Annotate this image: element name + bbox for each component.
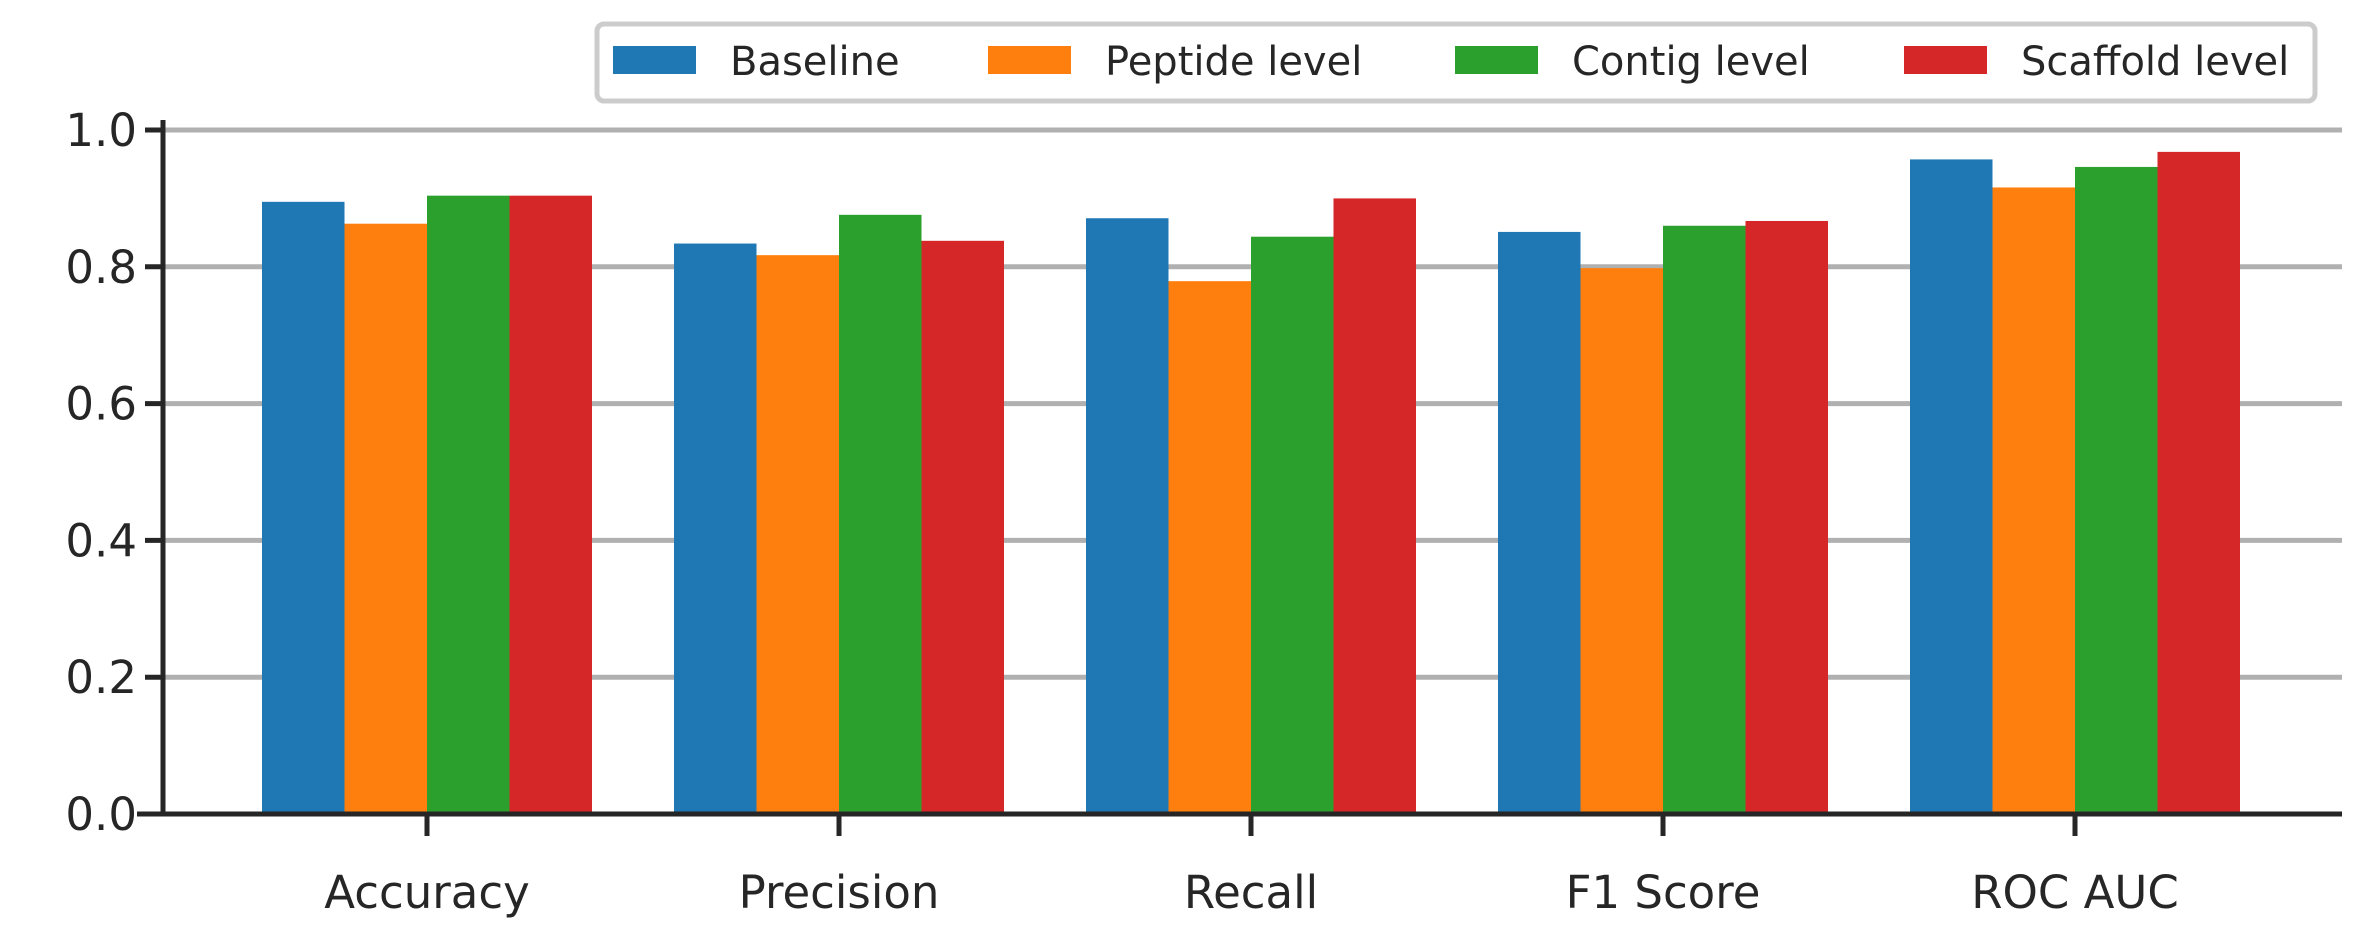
y-tick-label: 0.8: [65, 241, 137, 294]
bar-contig-level: [427, 195, 510, 814]
y-tick-label: 0.2: [65, 651, 137, 704]
legend-label: Contig level: [1572, 39, 1810, 85]
legend-swatch: [1455, 46, 1538, 74]
y-tick-label: 0.4: [65, 514, 137, 567]
bar-peptide-level: [344, 223, 427, 814]
y-ticks: 0.0 0.2 0.4 0.6 0.8 1.0: [65, 104, 163, 841]
x-ticks: Accuracy Precision Recall F1 Score ROC AUC: [324, 814, 2179, 919]
y-tick-label: 0.6: [65, 378, 137, 431]
bar-scaffold-level: [1745, 220, 1828, 815]
legend-label: Baseline: [730, 39, 900, 85]
bar-peptide-level: [756, 255, 839, 814]
bar-peptide-level: [1168, 281, 1251, 814]
bar-baseline: [262, 201, 345, 814]
bar-scaffold-level: [509, 195, 592, 814]
legend: Baseline Peptide level Contig level Scaffol…: [594, 21, 2318, 104]
bar-peptide-level: [1580, 268, 1663, 815]
bar-baseline: [1086, 218, 1169, 815]
legend-swatch: [988, 46, 1071, 74]
legend-label: Peptide level: [1105, 39, 1362, 85]
axes: [137, 120, 2342, 817]
x-tick-label: Precision: [739, 866, 940, 919]
x-tick-label: ROC AUC: [1971, 866, 2179, 919]
y-tick-label: 1.0: [65, 104, 137, 157]
legend-swatch: [613, 46, 696, 74]
bar-scaffold-level: [1333, 198, 1416, 814]
bar-contig-level: [2075, 166, 2158, 814]
bar-contig-level: [839, 214, 922, 815]
bars: [262, 151, 2240, 815]
bar-baseline: [1910, 159, 1993, 815]
bar-scaffold-level: [2157, 151, 2240, 814]
bar-scaffold-level: [921, 240, 1004, 815]
x-tick-label: Recall: [1184, 866, 1318, 919]
bar-baseline: [1498, 231, 1581, 814]
bar-contig-level: [1251, 236, 1334, 815]
bar-contig-level: [1663, 225, 1746, 814]
y-tick-label: 0.0: [65, 788, 137, 841]
x-tick-label: Accuracy: [324, 866, 529, 919]
x-tick-label: F1 Score: [1566, 866, 1761, 919]
legend-label: Scaffold level: [2021, 39, 2289, 85]
legend-swatch: [1904, 46, 1987, 74]
bar-peptide-level: [1992, 187, 2075, 814]
bar-baseline: [674, 243, 757, 814]
